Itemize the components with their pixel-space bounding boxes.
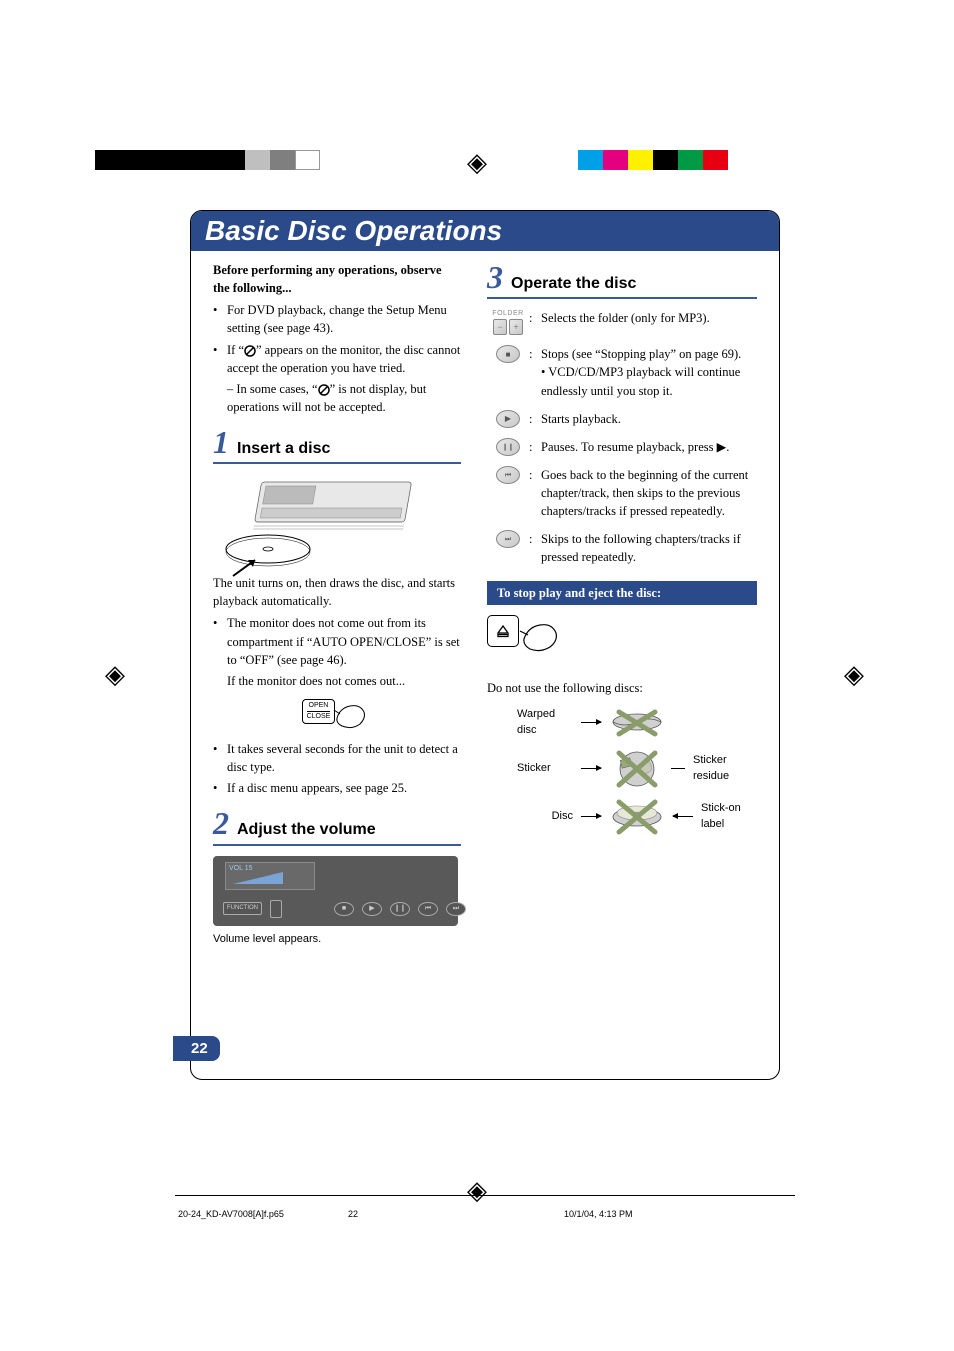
prev-button[interactable]: ⏮ — [418, 902, 438, 916]
op-stop-row: ■ : Stops (see “Stopping play” on page 6… — [487, 345, 757, 399]
step-3-header: 3 Operate the disc — [487, 261, 757, 299]
registration-mark-right: ◈ — [839, 660, 869, 690]
step-2-header: 2 Adjust the volume — [213, 807, 461, 845]
op-play-row: ▶ : Starts playback. — [487, 410, 757, 428]
footer-date: 10/1/04, 4:13 PM — [564, 1209, 633, 1219]
footer-pagenum: 22 — [348, 1209, 358, 1219]
op-folder-row: FOLDER − + : Selects the folder (only fo… — [487, 309, 757, 335]
function-button[interactable]: FUNCTION — [223, 902, 262, 915]
content-frame: Basic Disc Operations Before performing … — [190, 210, 780, 1080]
open-close-illustration: OPEN CLOSE — [213, 698, 461, 732]
prev-icon: ⏮ — [496, 466, 520, 484]
prohibit-icon — [244, 345, 256, 357]
folder-button-icon: FOLDER − + — [488, 309, 528, 335]
eject-illustration — [487, 615, 757, 655]
left-column: Before performing any operations, observ… — [213, 261, 461, 951]
footer-rule — [175, 1195, 795, 1196]
intro-bullet-1: • For DVD playback, change the Setup Men… — [213, 301, 461, 337]
label-disc-icon — [609, 799, 665, 835]
next-icon: ⏭ — [496, 530, 520, 548]
step1-bullet-2: • It takes several seconds for the unit … — [213, 740, 461, 776]
intro-bullet-2: • If “” appears on the monitor, the disc… — [213, 341, 461, 377]
op-pause-row: ❙❙ : Pauses. To resume playback, press ▶… — [487, 438, 757, 456]
next-button[interactable]: ⏭ — [446, 902, 466, 916]
stop-icon: ■ — [496, 345, 520, 363]
disc-warning-intro: Do not use the following discs: — [487, 679, 757, 697]
label-disc-row: Disc Stick-on label — [517, 799, 757, 835]
pause-icon: ❙❙ — [496, 438, 520, 456]
page-number-badge: 22 — [173, 1036, 220, 1061]
stop-button[interactable]: ■ — [334, 902, 354, 916]
warped-disc-row: Warped disc — [517, 707, 757, 739]
sticker-disc-icon — [609, 749, 665, 789]
step1-bullet-3: • If a disc menu appears, see page 25. — [213, 779, 461, 797]
registration-mark-bottom: ◈ — [462, 1176, 492, 1206]
pause-button[interactable]: ❙❙ — [390, 902, 410, 916]
page-title: Basic Disc Operations — [191, 211, 779, 251]
prohibit-icon — [318, 384, 330, 396]
stop-eject-heading: To stop play and eject the disc: — [487, 581, 757, 605]
step-1-header: 1 Insert a disc — [213, 426, 461, 464]
intro-subbullet: – In some cases, “” is not display, but … — [213, 380, 461, 416]
page: ◈ ◈ ◈ ◈ Basic Disc Operations Before per… — [0, 0, 954, 1351]
op-next-row: ⏭ : Skips to the following chapters/trac… — [487, 530, 757, 566]
volume-display-illustration: VOL 15 FUNCTION ■ ▶ ❙❙ ⏮ ⏭ — [213, 856, 458, 926]
intro-heading: Before performing any operations, observ… — [213, 261, 461, 297]
sticker-disc-row: Sticker Sticker residue — [517, 749, 757, 789]
device-insert-illustration — [213, 474, 413, 574]
step1-text-2: If the monitor does not comes out... — [213, 672, 461, 690]
color-bar-right — [553, 150, 803, 170]
play-button[interactable]: ▶ — [362, 902, 382, 916]
registration-mark-top: ◈ — [462, 148, 492, 178]
play-icon: ▶ — [496, 410, 520, 428]
footer-filename: 20-24_KD-AV7008[A]f.p65 — [178, 1209, 284, 1219]
warped-disc-icon — [609, 708, 665, 738]
right-column: 3 Operate the disc FOLDER − + : — [487, 261, 757, 951]
step1-bullet-1: • The monitor does not come out from its… — [213, 614, 461, 668]
op-prev-row: ⏮ : Goes back to the beginning of the cu… — [487, 466, 757, 520]
color-bar-left — [95, 150, 345, 170]
volume-caption: Volume level appears. — [213, 932, 461, 948]
registration-mark-left: ◈ — [100, 660, 130, 690]
eject-icon — [487, 615, 519, 647]
